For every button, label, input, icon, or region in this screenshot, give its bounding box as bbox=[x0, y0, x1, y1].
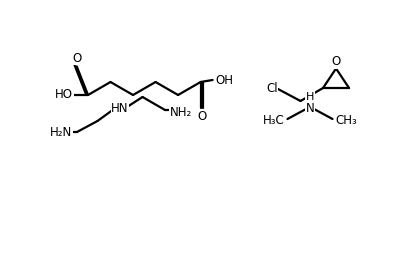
Text: NH₂: NH₂ bbox=[170, 105, 192, 119]
Text: H₃C: H₃C bbox=[263, 114, 284, 128]
Text: H: H bbox=[306, 92, 314, 102]
Text: CH₃: CH₃ bbox=[336, 114, 357, 128]
Text: OH: OH bbox=[215, 73, 234, 87]
Text: N: N bbox=[305, 102, 315, 114]
Text: HN: HN bbox=[111, 102, 129, 114]
Text: O: O bbox=[197, 109, 206, 123]
Text: O: O bbox=[72, 52, 81, 65]
Text: Cl: Cl bbox=[266, 82, 278, 94]
Text: H₂N: H₂N bbox=[50, 125, 72, 139]
Text: O: O bbox=[332, 55, 341, 68]
Text: HO: HO bbox=[55, 88, 73, 100]
